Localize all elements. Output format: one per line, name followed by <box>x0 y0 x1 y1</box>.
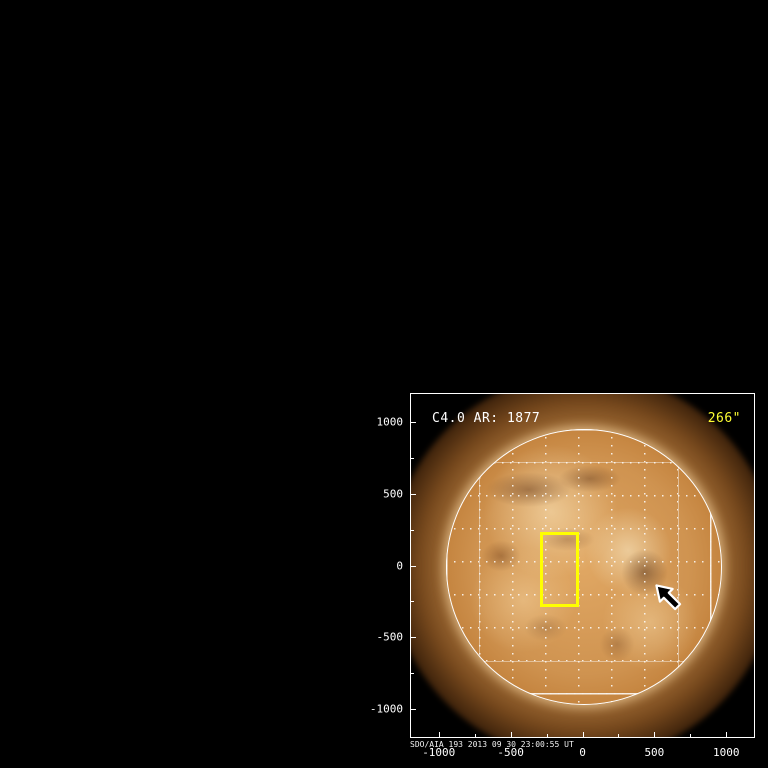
y-minor-tick-4--250 <box>410 601 414 603</box>
x-minor-tick-4--500 <box>510 734 512 738</box>
y-minor-tick-4-0 <box>410 565 414 567</box>
x-tick-label-4-0: -1000 <box>422 746 456 759</box>
x-minor-tick-4--1000 <box>438 734 440 738</box>
roi-marker-outline-box-4[interactable] <box>540 532 580 607</box>
y-tick-label-4-2: 0 <box>396 559 403 572</box>
x-minor-tick-4--250 <box>546 734 548 738</box>
sun-image-4 <box>411 394 754 737</box>
y-tick-label-4-0: 1000 <box>376 415 404 429</box>
y-minor-tick-4-1000 <box>410 421 414 423</box>
y-minor-tick-4--1000 <box>410 709 414 711</box>
plot-area-4 <box>410 393 755 738</box>
resolution-label-4: 266" <box>707 411 741 426</box>
y-tick-label-4-1: 500 <box>383 487 403 501</box>
solar-limb-circle-4 <box>445 428 722 705</box>
y-minor-tick-4--500 <box>410 637 414 639</box>
y-minor-tick-4-500 <box>410 493 414 495</box>
y-minor-tick-4--750 <box>410 673 414 675</box>
annotation-arrow-4 <box>649 578 685 614</box>
panel-label-4: C4.0 AR: 1877 <box>432 411 541 426</box>
x-tick-label-4-2: 0 <box>579 746 586 759</box>
x-minor-tick-4-500 <box>654 734 656 738</box>
x-minor-tick-4-0 <box>582 734 584 738</box>
x-tick-label-4-3: 500 <box>644 746 665 759</box>
x-tick-label-4-1: -500 <box>497 746 524 759</box>
x-tick-label-4-4: 1000 <box>713 746 740 759</box>
y-tick-label-4-3: -500 <box>376 630 404 644</box>
x-minor-tick-4--750 <box>474 734 476 738</box>
x-minor-tick-4-1000 <box>726 734 728 738</box>
observation-timestamp-4: SDO/AIA 193 2013 09 30 23:00:55 UT <box>410 740 574 749</box>
x-minor-tick-4-250 <box>618 734 620 738</box>
y-tick-label-4-4: -1000 <box>369 702 403 716</box>
x-minor-tick-4-750 <box>690 734 692 738</box>
y-minor-tick-4-250 <box>410 529 414 531</box>
y-minor-tick-4-750 <box>410 457 414 459</box>
